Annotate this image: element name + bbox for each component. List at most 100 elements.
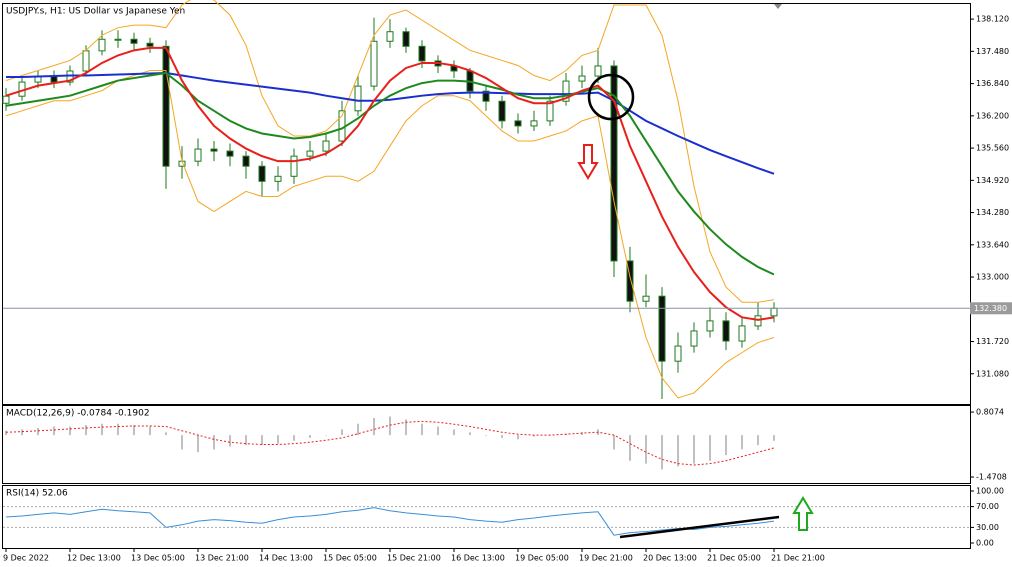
annotation-circle (587, 73, 635, 121)
y-tick-label: 137.480 (976, 47, 1009, 56)
candle-body (610, 65, 618, 262)
candle-body (690, 330, 698, 347)
macd-bar (709, 435, 711, 461)
y-tick-label: 134.280 (976, 208, 1009, 217)
x-tick-label: 16 Dec 13:00 (451, 554, 505, 563)
x-tick-label: 12 Dec 13:00 (67, 554, 121, 563)
main-panel (2, 3, 971, 405)
price-label: 132.380 (974, 304, 1007, 313)
series-line (5, 69, 775, 399)
candle-body (418, 45, 426, 62)
candle-body (130, 38, 138, 44)
candle-body (738, 325, 746, 342)
macd-bar (581, 432, 583, 436)
macd-panel (2, 405, 971, 484)
macd-bar (453, 429, 455, 436)
candle-body (674, 345, 682, 362)
candle-body (274, 175, 282, 182)
y-tick-label: 100.00 (976, 486, 1004, 495)
y-tick-label: 136.200 (976, 111, 1009, 120)
candle-body (642, 295, 650, 302)
series-line (5, 46, 775, 321)
macd-bar (53, 426, 55, 436)
x-tick-label: 21 Dec 05:00 (707, 554, 761, 563)
y-tick-label: 30.00 (976, 523, 999, 532)
candle-body (578, 75, 586, 82)
x-tick-label: 19 Dec 05:00 (515, 554, 569, 563)
macd-bar (533, 435, 535, 437)
candle-body (242, 155, 250, 167)
series-line (6, 72, 775, 175)
candle-body (146, 42, 154, 47)
candle-body (194, 148, 202, 162)
macd-bar (5, 430, 7, 436)
panel-title: USDJPY.s, H1: US Dollar vs Japanese Yen (6, 7, 185, 17)
x-tick-label: 15 Dec 05:00 (323, 554, 377, 563)
macd-bar (149, 426, 151, 436)
macd-bar (21, 429, 23, 436)
macd-bar (181, 435, 183, 450)
series-line (5, 0, 775, 303)
price-label-box (970, 302, 1012, 315)
candle-body (706, 320, 714, 332)
y-tick-label: 0.8074 (976, 408, 1004, 417)
y-tick-label: 138.120 (976, 15, 1009, 24)
macd-bar (197, 435, 199, 453)
candle-body (722, 320, 730, 342)
candle-body (498, 100, 506, 122)
x-tick-label: 21 Dec 21:00 (771, 554, 825, 563)
macd-bar (133, 425, 135, 436)
candle-body (402, 31, 410, 47)
macd-bar (501, 435, 503, 438)
y-tick-label: 133.640 (976, 240, 1009, 249)
macd-bar (677, 435, 679, 467)
macd-bar (309, 435, 311, 438)
candle-body (306, 150, 314, 157)
macd-bar (757, 435, 759, 446)
x-tick-label: 20 Dec 13:00 (643, 554, 697, 563)
x-tick-label: 13 Dec 21:00 (195, 554, 249, 563)
macd-bar (37, 427, 39, 436)
candle-body (162, 45, 170, 167)
y-tick-label: 136.840 (976, 79, 1009, 88)
trend-line (619, 515, 780, 539)
x-tick-label: 15 Dec 21:00 (387, 554, 441, 563)
macd-bar (517, 435, 519, 440)
macd-bar (229, 435, 231, 447)
down-arrow (577, 144, 599, 180)
candle-body (562, 80, 570, 102)
x-tick-label: 13 Dec 05:00 (131, 554, 185, 563)
series-line (5, 507, 775, 536)
macd-bar (261, 435, 263, 446)
macd-bar (69, 426, 71, 436)
candle-body (514, 120, 522, 127)
candle-body (210, 148, 218, 152)
rsi-panel (2, 485, 971, 549)
macd-bar (725, 435, 727, 456)
panel-title: RSI(14) 52.06 (6, 489, 68, 499)
macd-bar (277, 435, 279, 444)
candle-body (386, 31, 394, 42)
macd-bar (773, 435, 775, 441)
macd-bar (325, 435, 327, 436)
y-tick-label: 131.720 (976, 337, 1009, 346)
macd-bar (437, 426, 439, 436)
candle-body (322, 140, 330, 152)
candle-body (114, 38, 122, 41)
macd-bar (469, 432, 471, 436)
candle-body (82, 50, 90, 72)
candle-body (98, 38, 106, 52)
macd-bar (693, 435, 695, 464)
macd-bar (405, 419, 407, 436)
candle-body (626, 260, 634, 302)
up-arrow (792, 496, 814, 531)
y-tick-label: -1.4708 (976, 473, 1007, 482)
y-tick-label: 131.080 (976, 369, 1009, 378)
candle-body (354, 85, 362, 112)
macd-bar (741, 435, 743, 450)
macd-bar (661, 435, 663, 470)
candle-body (258, 165, 266, 182)
y-tick-label: 135.560 (976, 144, 1009, 153)
